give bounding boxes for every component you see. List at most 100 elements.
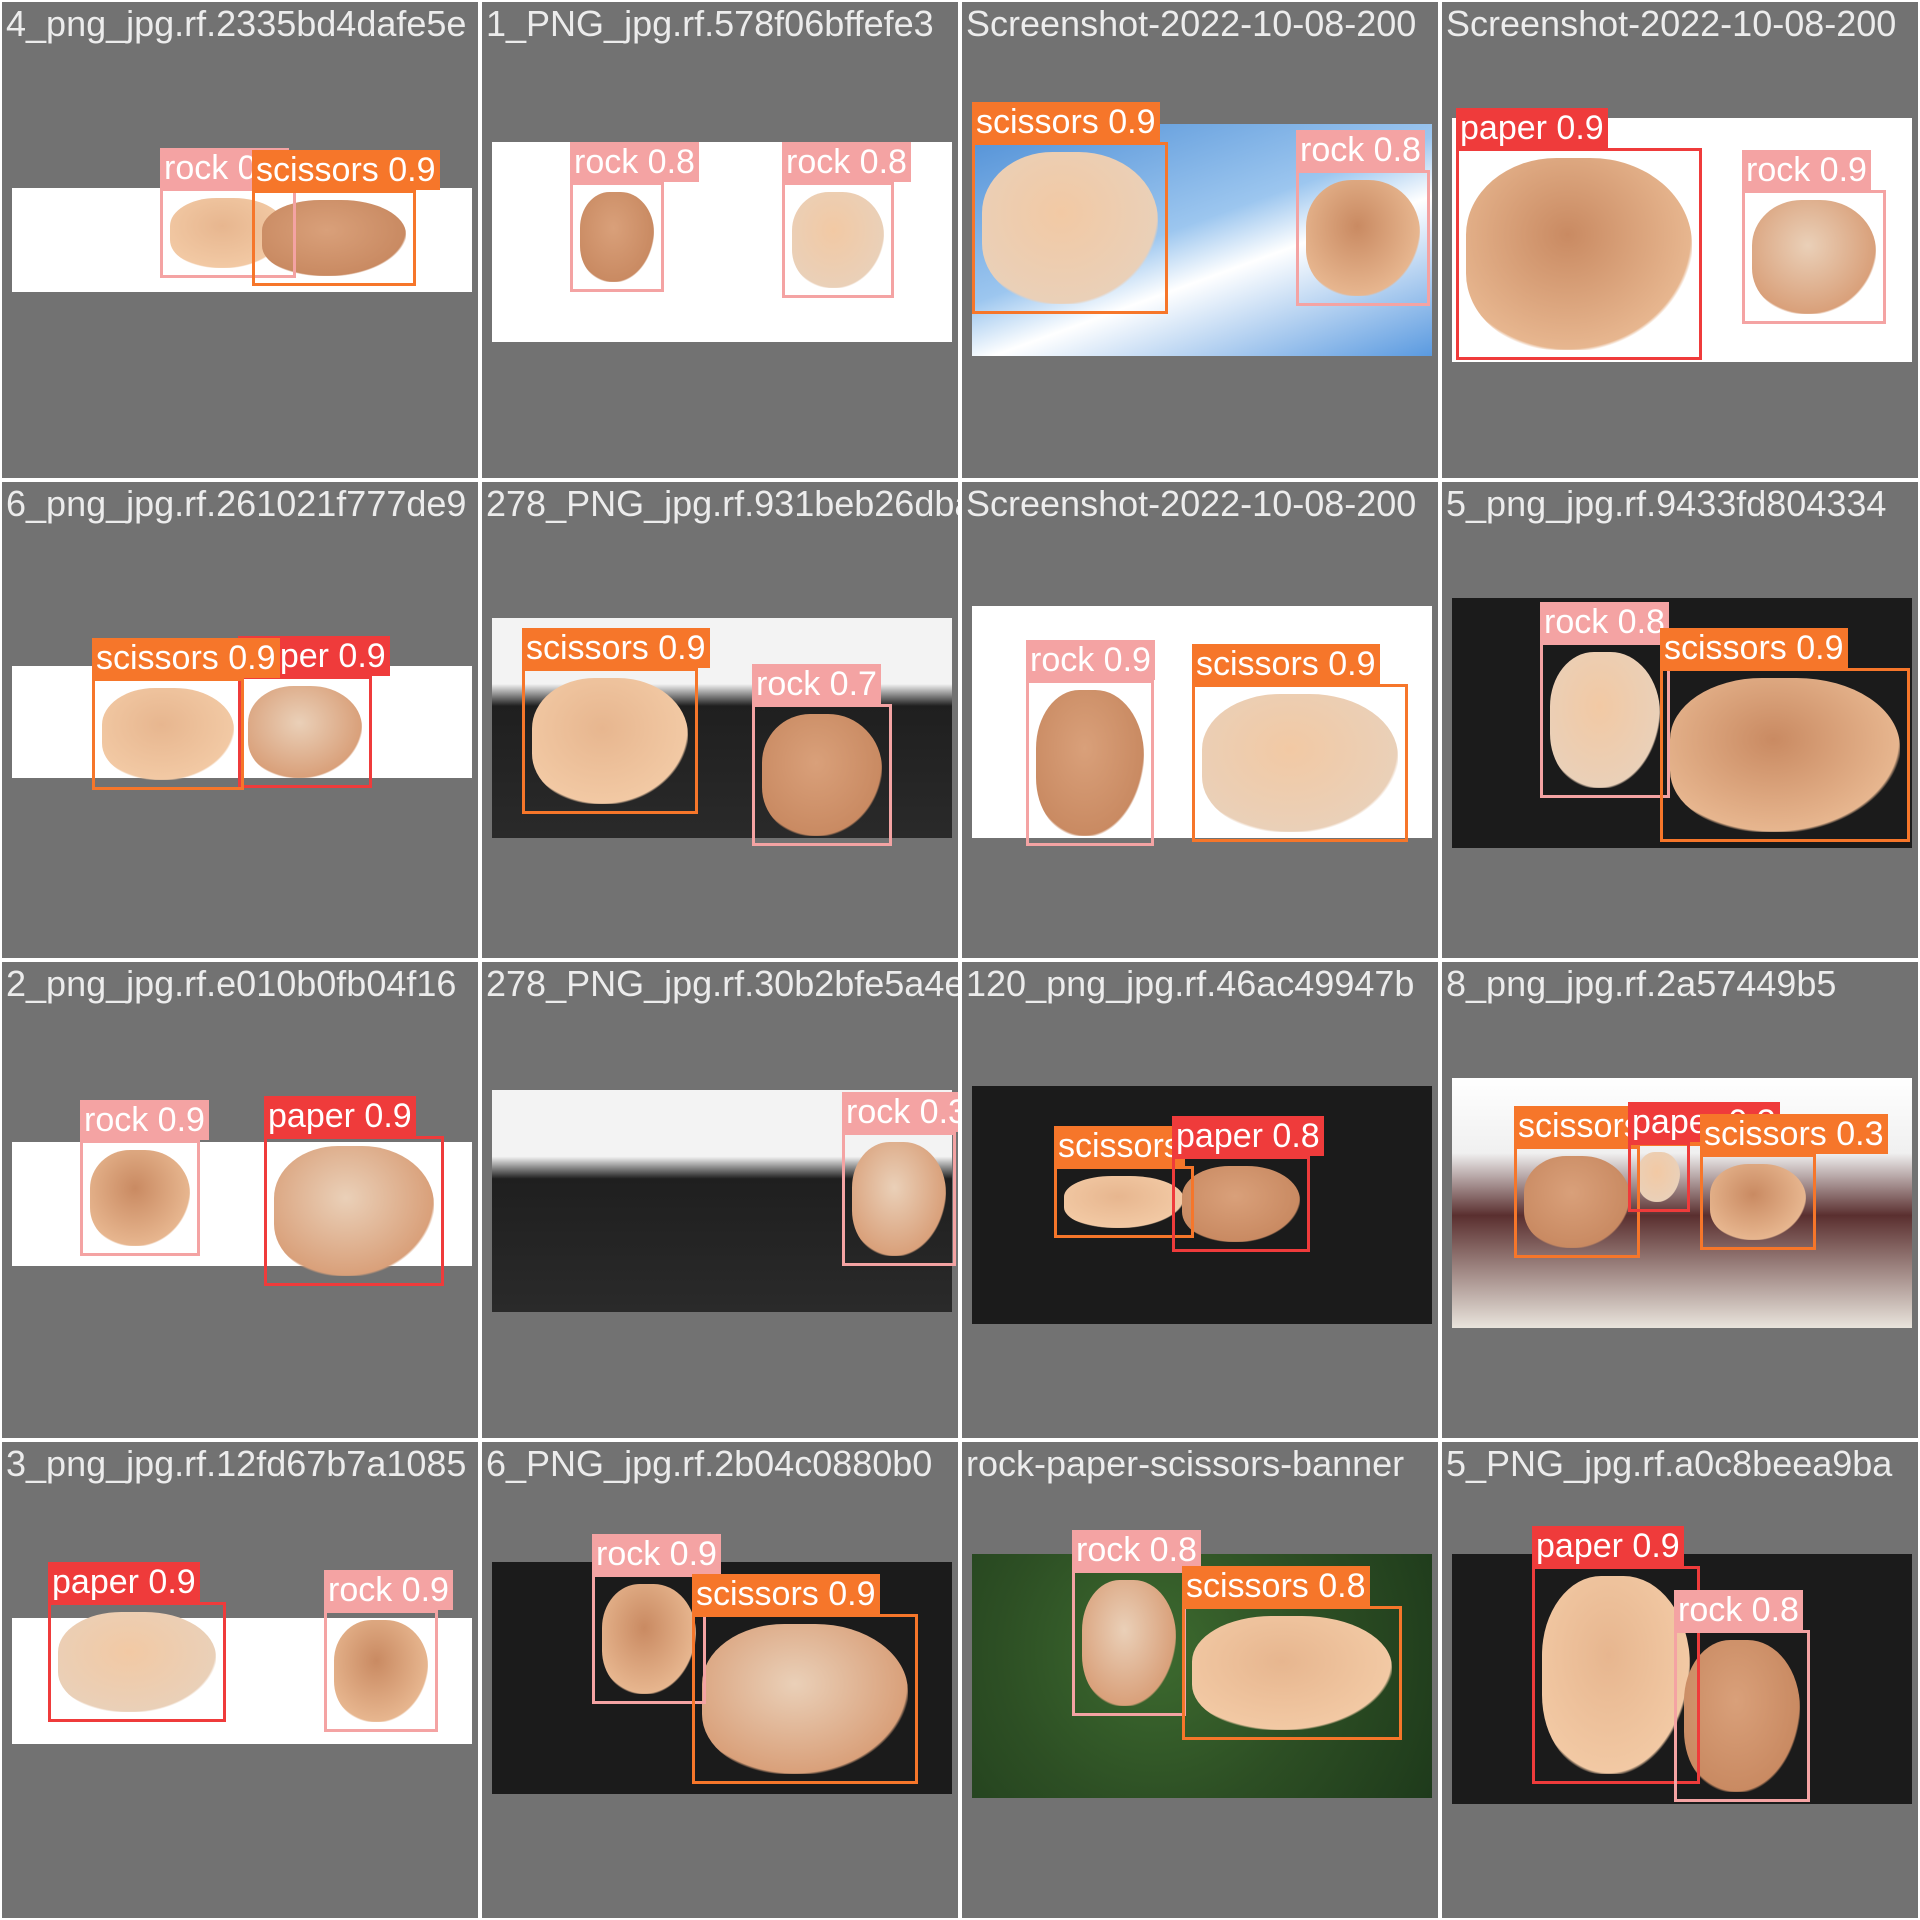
hand-gesture xyxy=(1082,1580,1176,1706)
scissors-bounding-box xyxy=(252,190,416,286)
paper-bounding-box xyxy=(1172,1156,1310,1252)
rock-detection-label: rock 0.9 xyxy=(1026,640,1155,680)
hand-gesture xyxy=(90,1150,190,1246)
paper-detection-label: paper 0.9 xyxy=(1456,108,1608,148)
hand-gesture xyxy=(602,1584,696,1694)
hand-gesture xyxy=(1550,652,1660,788)
rock-detection-label: rock 0.7 xyxy=(752,664,881,704)
scissors-detection-label: scissors xyxy=(1054,1126,1185,1166)
hand-gesture xyxy=(102,688,234,780)
hand-gesture xyxy=(1524,1156,1630,1248)
rock-bounding-box xyxy=(80,1140,200,1256)
paper-bounding-box xyxy=(48,1602,226,1722)
rock-bounding-box xyxy=(842,1132,956,1266)
rock-bounding-box xyxy=(1540,642,1670,798)
hand-gesture xyxy=(852,1142,946,1256)
rock-detection-label: rock 0.8 xyxy=(1072,1530,1201,1570)
rock-bounding-box xyxy=(1026,680,1154,846)
scissors-bounding-box xyxy=(1192,684,1408,842)
hand-gesture xyxy=(1752,200,1876,314)
rock-bounding-box xyxy=(592,1574,706,1704)
hand-gesture xyxy=(1670,678,1900,832)
hand-gesture xyxy=(580,192,654,282)
rock-detection-label: rock 0.3 xyxy=(842,1092,958,1132)
rock-detection-label: rock 0.8 xyxy=(782,142,911,182)
tile-filename: 6_png_jpg.rf.261021f777de9 xyxy=(6,483,467,524)
detection-tile: scissors 0.9 rock 0.8 Screenshot-2022-10-0… xyxy=(960,0,1440,480)
hand-gesture xyxy=(762,714,882,836)
tile-filename: 1_PNG_jpg.rf.578f06bffefe3 xyxy=(486,3,934,44)
paper-detection-label: paper 0.8 xyxy=(1172,1116,1324,1156)
detection-tile: paper 0.9 scissors 0.9 6_png_jpg.rf.261021… xyxy=(0,480,480,960)
detection-tile: rock 0.8 scissors 0.8 rock-paper-scissors-… xyxy=(960,1440,1440,1920)
rock-detection-label: rock 0.9 xyxy=(80,1100,209,1140)
scissors-bounding-box xyxy=(1514,1146,1640,1258)
rock-detection-label: rock 0.8 xyxy=(1540,602,1669,642)
scissors-bounding-box xyxy=(1660,668,1910,842)
detection-tile: paper 0.9 rock 0.8 5_PNG_jpg.rf.a0c8beea9b… xyxy=(1440,1440,1920,1920)
hand-gesture xyxy=(1638,1152,1680,1202)
detection-tile: rock 0.8 scissors 0.9 5_png_jpg.rf.9433fd8… xyxy=(1440,480,1920,960)
rock-detection-label: rock 0.9 xyxy=(592,1534,721,1574)
hand-gesture xyxy=(1064,1176,1184,1228)
tile-filename: rock-paper-scissors-banner xyxy=(966,1443,1405,1484)
hand-gesture xyxy=(1306,180,1420,296)
hand-gesture xyxy=(1202,694,1398,832)
hand-gesture xyxy=(792,192,884,288)
scissors-detection-label: scissors 0.9 xyxy=(692,1574,880,1614)
rock-detection-label: rock 0.8 xyxy=(1674,1590,1803,1630)
hand-gesture xyxy=(1542,1576,1690,1774)
hand-gesture xyxy=(1036,690,1144,836)
detection-tile: rock 0.3 278_PNG_jpg.rf.30b2bfe5a4e xyxy=(480,960,960,1440)
tile-filename: Screenshot-2022-10-08-200 xyxy=(966,483,1417,524)
tile-filename: 5_PNG_jpg.rf.a0c8beea9ba xyxy=(1446,1443,1893,1484)
hand-gesture xyxy=(1192,1616,1392,1730)
rock-bounding-box xyxy=(1296,170,1430,306)
detection-tile: rock 0.8 rock 0.8 1_PNG_jpg.rf.578f06bffef… xyxy=(480,0,960,480)
detection-tile: scissors paper 0.8 120_png_jpg.rf.46ac4994… xyxy=(960,960,1440,1440)
scissors-detection-label: scissors 0.9 xyxy=(522,628,710,668)
scissors-detection-label: scissors 0.8 xyxy=(1182,1566,1370,1606)
detection-tile: scissors 0.9 rock 0.7 278_PNG_jpg.rf.931be… xyxy=(480,480,960,960)
paper-bounding-box xyxy=(238,676,372,788)
detection-tile: rock 0.9 scissors 0.9 6_PNG_jpg.rf.2b04c08… xyxy=(480,1440,960,1920)
tile-filename: 2_png_jpg.rf.e010b0fb04f16 xyxy=(6,963,457,1004)
scissors-detection-label: scissors 0.9 xyxy=(972,102,1160,142)
tile-filename: 8_png_jpg.rf.2a57449b5 xyxy=(1446,963,1837,1004)
tile-filename: 278_PNG_jpg.rf.931beb26dba xyxy=(486,483,960,524)
detection-tile: paper 0.9 rock 0.9 Screenshot-2022-10-08-2… xyxy=(1440,0,1920,480)
tile-filename: 6_PNG_jpg.rf.2b04c0880b0 xyxy=(486,1443,933,1484)
hand-gesture xyxy=(1182,1166,1300,1242)
paper-bounding-box xyxy=(1628,1142,1690,1212)
rock-bounding-box xyxy=(324,1610,438,1732)
rock-detection-label: rock 0.9 xyxy=(1742,150,1871,190)
hand-gesture xyxy=(274,1146,434,1276)
rock-bounding-box xyxy=(782,182,894,298)
hand-gesture xyxy=(532,678,688,804)
scissors-detection-label: scissors 0.9 xyxy=(1192,644,1380,684)
rock-bounding-box xyxy=(160,188,296,278)
rock-detection-label: rock 0.8 xyxy=(570,142,699,182)
tile-filename: 4_png_jpg.rf.2335bd4dafe5e xyxy=(6,3,467,44)
hand-gesture xyxy=(982,152,1158,304)
hand-gesture xyxy=(1710,1164,1806,1240)
scissors-bounding-box xyxy=(1054,1166,1194,1238)
scissors-bounding-box xyxy=(1700,1154,1816,1250)
hand-gesture xyxy=(1684,1640,1800,1792)
rock-detection-label: rock 0.8 xyxy=(1296,130,1425,170)
tile-filename: Screenshot-2022-10-08-200 xyxy=(966,3,1417,44)
scissors-bounding-box xyxy=(522,668,698,814)
paper-bounding-box xyxy=(1532,1566,1700,1784)
paper-bounding-box xyxy=(264,1136,444,1286)
tile-filename: 5_png_jpg.rf.9433fd804334 xyxy=(1446,483,1887,524)
scissors-detection-label: scissors 0.9 xyxy=(92,638,280,678)
paper-detection-label: paper 0.9 xyxy=(264,1096,416,1136)
tile-filename: 278_PNG_jpg.rf.30b2bfe5a4e xyxy=(486,963,960,1004)
hand-gesture xyxy=(248,686,362,778)
paper-detection-label: paper 0.9 xyxy=(1532,1526,1684,1566)
detection-tile: rock 0.9 paper 0.9 2_png_jpg.rf.e010b0fb04… xyxy=(0,960,480,1440)
rock-detection-label: rock 0.9 xyxy=(324,1570,453,1610)
scissors-detection-label: scissors 0.9 xyxy=(1660,628,1848,668)
hand-gesture xyxy=(334,1620,428,1722)
